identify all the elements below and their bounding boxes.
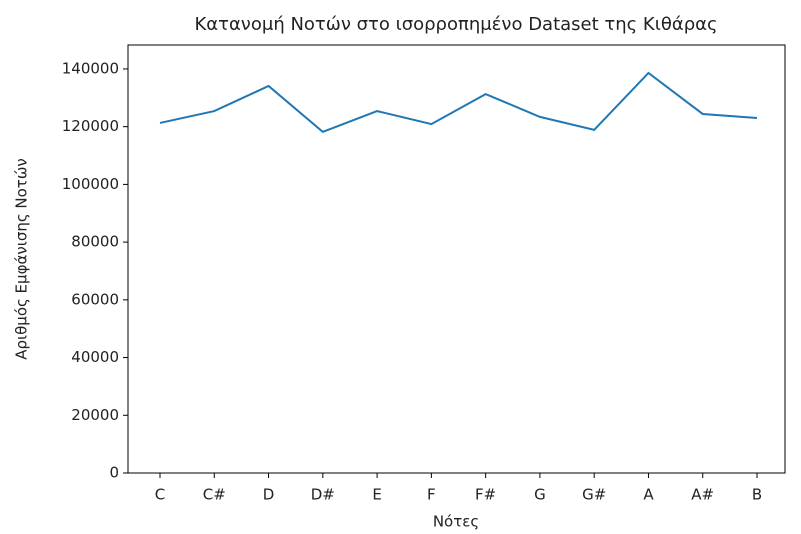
- y-tick-label: 140000: [62, 59, 119, 77]
- y-axis-label: Αριθμός Εμφάνισης Νοτών: [13, 158, 31, 360]
- y-tick-label: 120000: [62, 117, 119, 135]
- x-tick-label: E: [372, 486, 381, 504]
- x-tick-label: A: [643, 486, 654, 504]
- y-tick-label: 20000: [71, 406, 119, 424]
- y-tick-label: 0: [109, 464, 119, 482]
- x-tick-label: F: [427, 486, 436, 504]
- x-tick-label: D: [263, 486, 275, 504]
- x-tick-label: C: [155, 486, 165, 504]
- x-tick-label: F#: [475, 486, 496, 504]
- plot-frame: [127, 44, 786, 474]
- x-tick-label: D#: [311, 486, 335, 504]
- x-tick-label: B: [752, 486, 762, 504]
- x-tick-label: G: [534, 486, 546, 504]
- x-axis-label: Νότες: [433, 513, 479, 531]
- x-tick-label: G#: [582, 486, 606, 504]
- y-tick-label: 60000: [71, 290, 119, 308]
- y-tick-label: 40000: [71, 348, 119, 366]
- chart-title: Κατανομή Νοτών στο ισορροπημένο Dataset …: [194, 14, 717, 35]
- line-series: [159, 71, 758, 134]
- x-tick-label: C#: [203, 486, 226, 504]
- x-tick-label: A#: [691, 486, 714, 504]
- y-tick-label: 80000: [71, 233, 119, 251]
- y-tick-label: 100000: [62, 175, 119, 193]
